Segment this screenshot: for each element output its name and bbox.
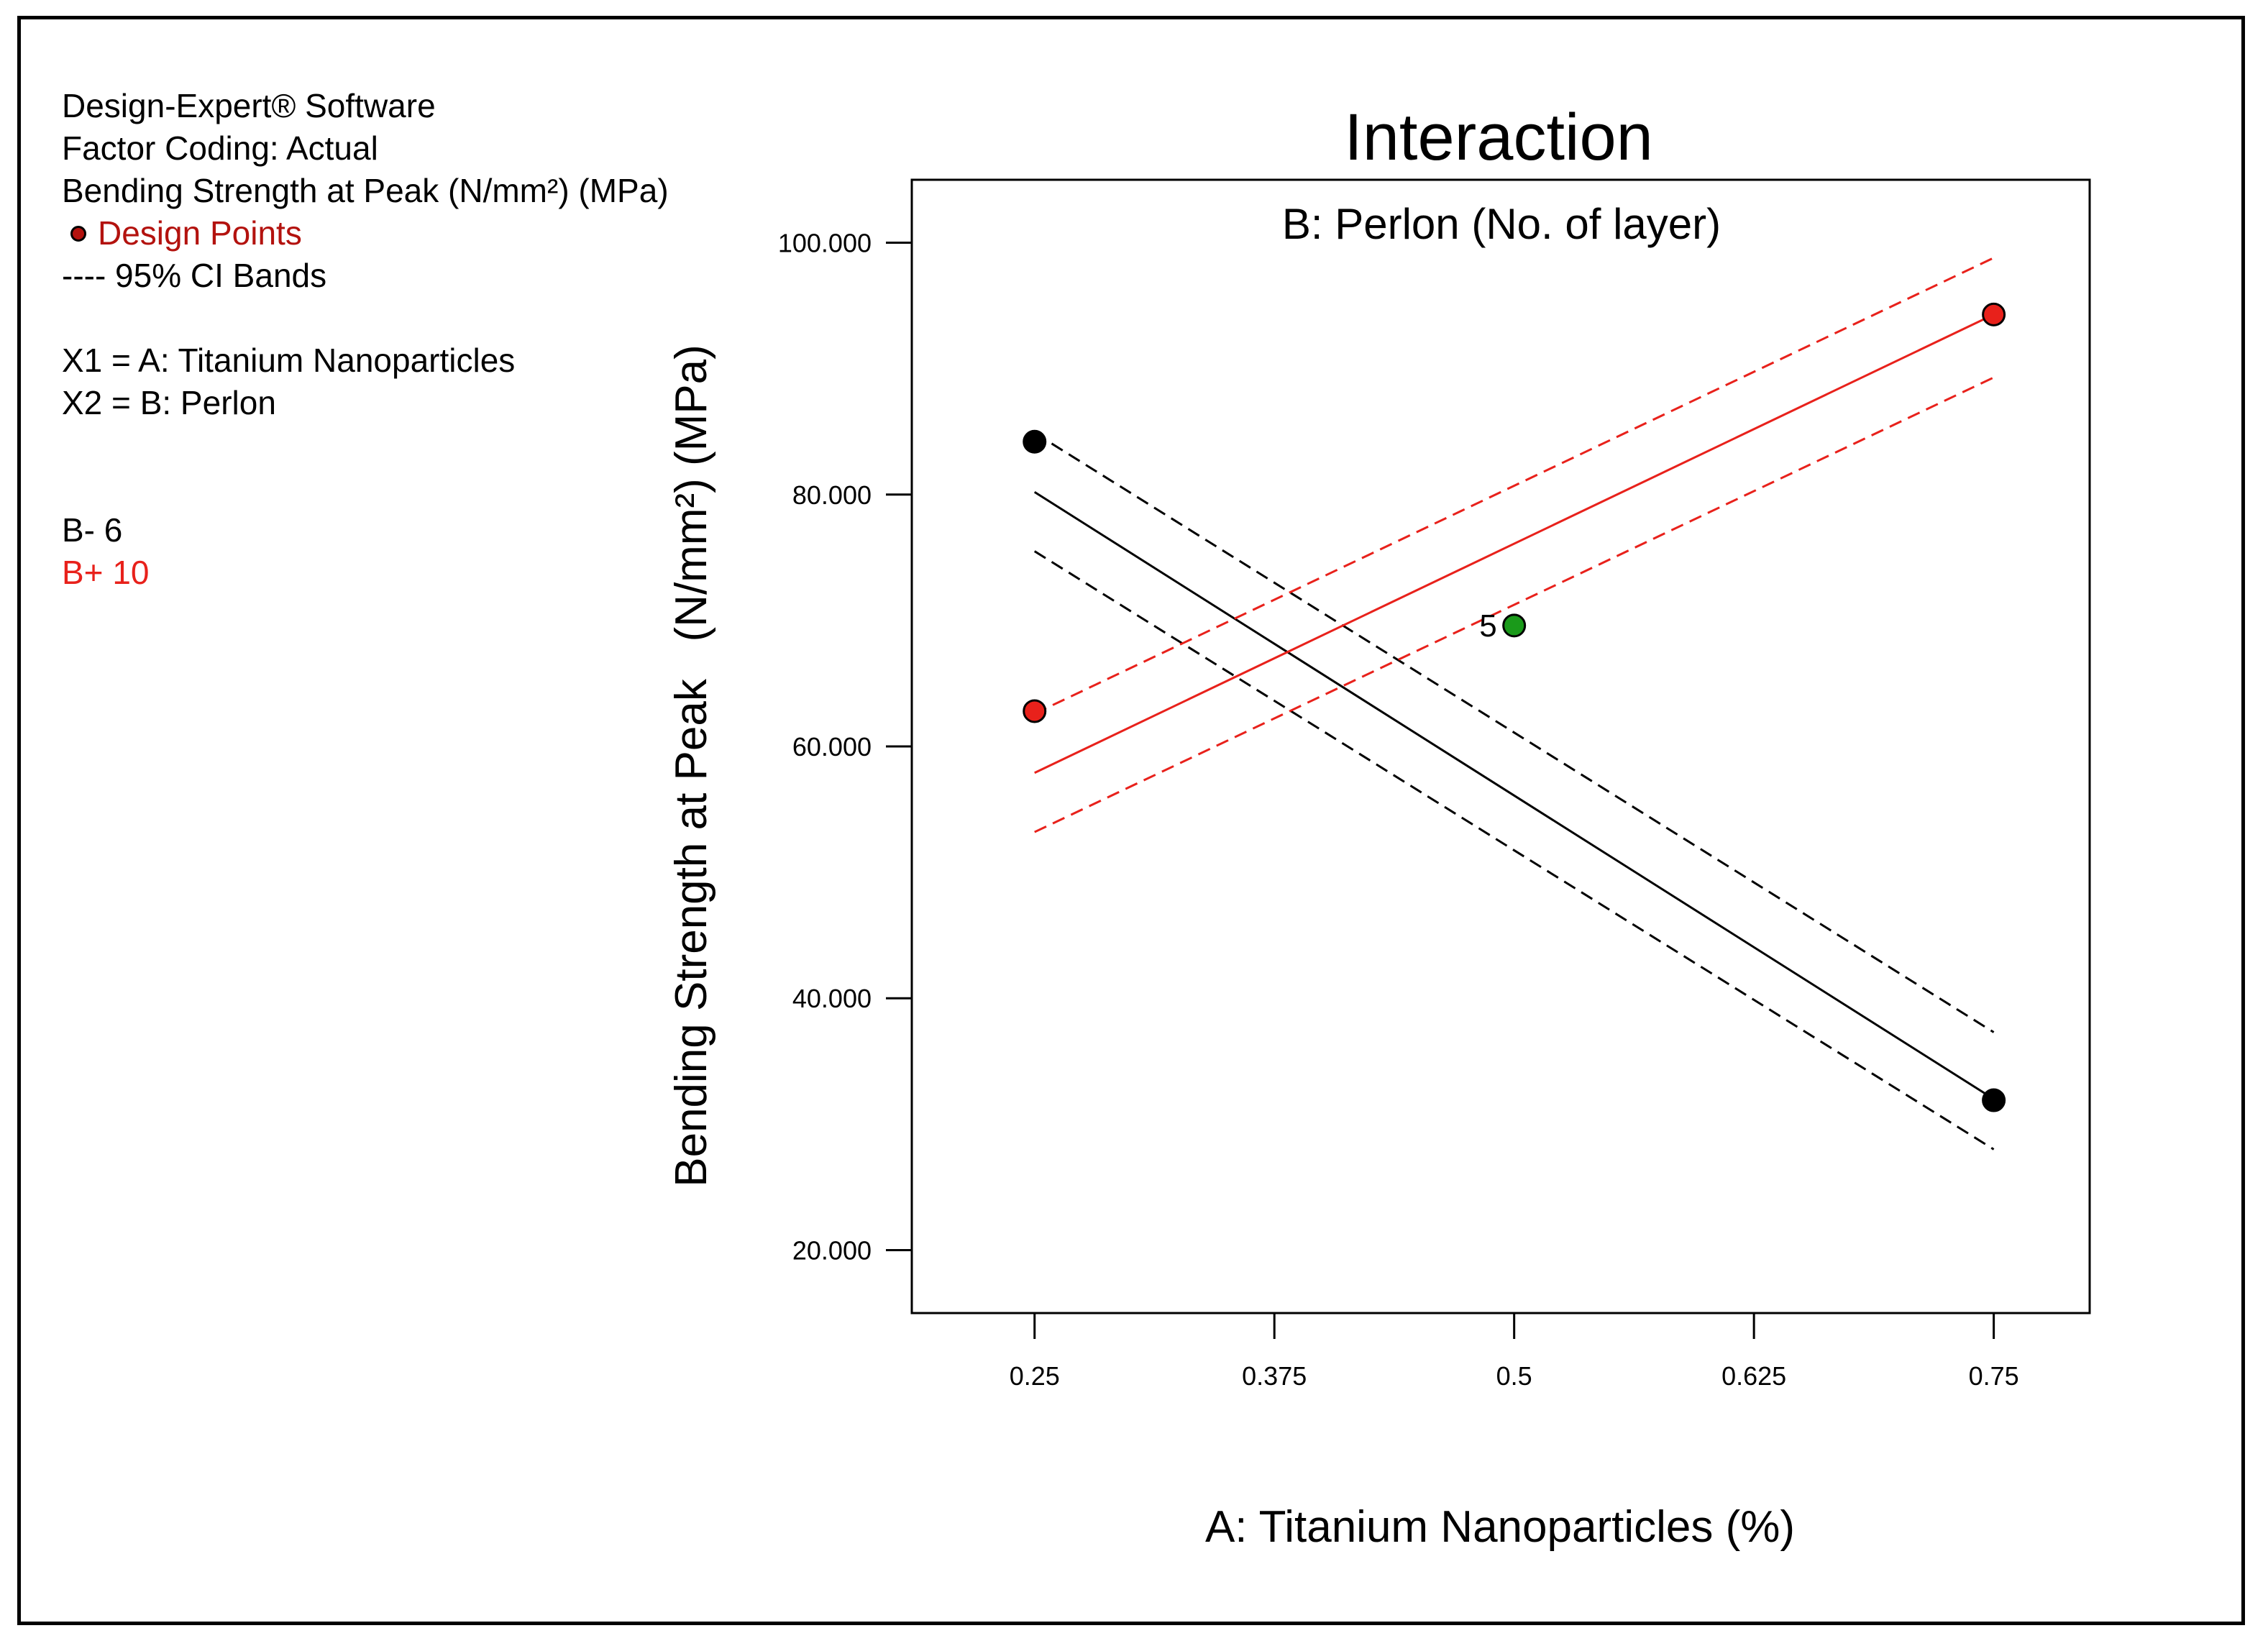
b-minus-legend: B- 6 <box>62 511 123 549</box>
x-axis-title: A: Titanium Nanoparticles (%) <box>1205 1502 1795 1552</box>
design-point-legend-icon <box>70 225 86 242</box>
chart-subtitle: B: Perlon (No. of layer) <box>1282 200 1721 248</box>
x-tick-label-3: 0.625 <box>1721 1361 1786 1391</box>
design-points-legend-label: Design Points <box>98 214 302 252</box>
ci-upper-line-b-10 <box>1034 257 1995 715</box>
fit-line-b-10 <box>1034 314 1995 774</box>
points-layer: 5 <box>1023 302 2006 1112</box>
ci-lower-line-b-6 <box>1033 550 1995 1151</box>
ci-bands-legend: ---- 95% CI Bands <box>62 257 327 294</box>
center-point-label: 5 <box>1479 608 1496 644</box>
y-tick-label-4: 100.000 <box>778 229 872 258</box>
design-points-legend: Design Points <box>62 212 669 255</box>
x-tick-label-1: 0.375 <box>1242 1361 1307 1391</box>
design-point-b-10-0 <box>1023 699 1047 723</box>
y-tick-label-2: 60.000 <box>792 732 872 762</box>
figure-frame <box>17 16 2245 1625</box>
software-label: Design-Expert® Software <box>62 87 436 124</box>
y-tick-label-1: 40.000 <box>792 984 872 1013</box>
x-axis: 0.25 0.375 0.5 0.625 0.75 <box>1010 1313 2019 1391</box>
chart-title: Interaction <box>1344 101 1653 174</box>
design-point-b-10-1 <box>1982 302 2006 326</box>
y-tick-label-3: 80.000 <box>792 480 872 510</box>
x-tick-label-4: 0.75 <box>1969 1361 2019 1391</box>
b-plus-legend: B+ 10 <box>62 554 150 591</box>
fit-line-b-6 <box>1033 491 1995 1100</box>
response-label: Bending Strength at Peak (N/mm²) (MPa) <box>62 172 669 209</box>
factor-coding-label: Factor Coding: Actual <box>62 129 378 167</box>
center-point <box>1502 613 1527 638</box>
design-point-b-6-1 <box>1982 1088 2006 1112</box>
x-tick-label-2: 0.5 <box>1496 1361 1532 1391</box>
ci-upper-line-b-6 <box>1033 431 1995 1033</box>
ci-lower-line-b-10 <box>1034 376 1995 833</box>
y-tick-label-0: 20.000 <box>792 1235 872 1265</box>
y-axis: 20.000 40.000 60.000 80.000 100.000 <box>778 229 912 1265</box>
y-axis-title: Bending Strength at Peak (N/mm²) (MPa) <box>667 344 716 1187</box>
series-layer <box>1033 257 1995 1151</box>
x-tick-label-0: 0.25 <box>1010 1361 1060 1391</box>
info-panel: Design-Expert® Software Factor Coding: A… <box>62 85 669 594</box>
x1-label: X1 = A: Titanium Nanoparticles <box>62 342 516 379</box>
x2-label: X2 = B: Perlon <box>62 384 276 421</box>
design-point-b-6-0 <box>1023 429 1047 454</box>
